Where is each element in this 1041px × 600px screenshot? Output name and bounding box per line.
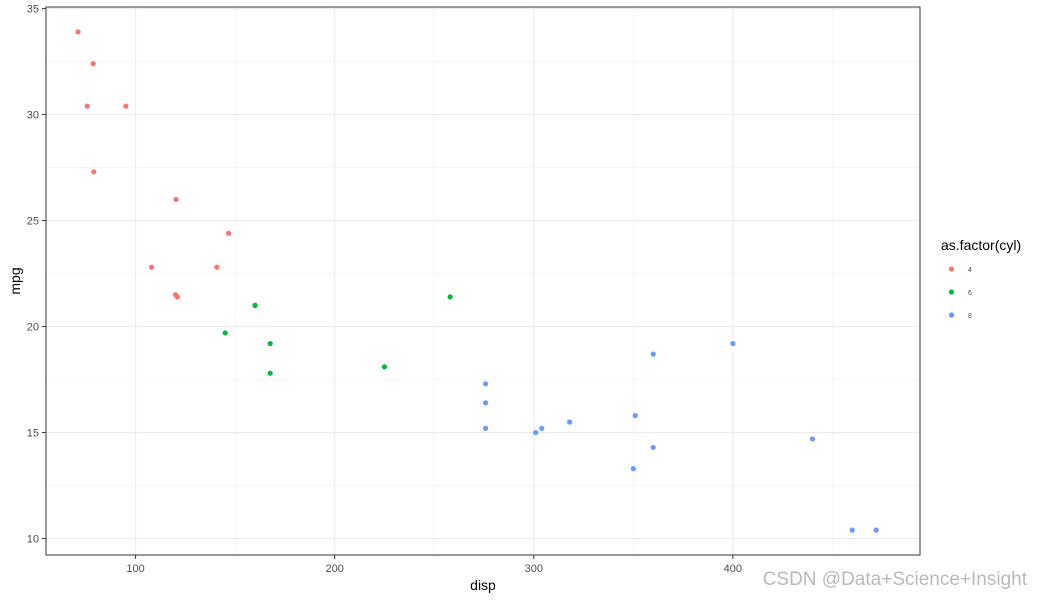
x-tick-label: 100 — [126, 563, 144, 575]
legend-key-8 — [948, 312, 955, 318]
data-point-cyl-4 — [123, 103, 129, 109]
data-point-cyl-6 — [267, 370, 273, 376]
y-tick-label: 15 — [27, 428, 39, 440]
data-point-cyl-4 — [225, 230, 232, 236]
data-point-cyl-4 — [174, 294, 181, 300]
data-point-cyl-4 — [84, 103, 90, 109]
grid-lines — [46, 7, 920, 555]
panel-border — [45, 6, 921, 556]
legend-label-8: 8 — [968, 313, 972, 320]
y-axis-title: mpg — [7, 267, 23, 294]
data-point-cyl-8 — [650, 351, 656, 357]
data-point-cyl-6 — [267, 340, 273, 347]
legend-label-4: 4 — [968, 267, 972, 274]
data-point-cyl-8 — [566, 419, 573, 425]
data-point-cyl-4 — [173, 196, 179, 202]
legend-entries: 4 6 8 — [948, 266, 972, 320]
data-point-cyl-8 — [482, 400, 489, 406]
data-point-cyl-8 — [849, 527, 855, 533]
data-point-cyl-6 — [252, 302, 258, 308]
legend-key-6 — [948, 289, 955, 295]
data-point-cyl-8 — [533, 429, 539, 436]
data-point-cyl-8 — [482, 381, 489, 387]
y-tick-label: 35 — [27, 4, 39, 16]
data-point-cyl-8 — [482, 425, 489, 431]
data-point-cyl-8 — [809, 436, 816, 442]
x-axis-title: disp — [470, 577, 496, 593]
x-tick-label: 300 — [525, 563, 543, 575]
x-tick-label: 400 — [724, 563, 742, 575]
watermark-text: CSDN @Data+Science+Insight — [762, 569, 1027, 590]
data-point-cyl-8 — [650, 444, 656, 451]
data-point-cyl-4 — [148, 264, 155, 270]
y-tick-label: 25 — [27, 216, 39, 228]
data-point-cyl-6 — [447, 294, 453, 300]
legend-title: as.factor(cyl) — [941, 237, 1021, 253]
axis-ticks: 100 200 300 400 10 15 20 25 30 35 — [27, 4, 742, 575]
data-point-cyl-8 — [873, 527, 879, 533]
y-tick-label: 20 — [27, 322, 39, 334]
data-points — [75, 29, 879, 533]
data-point-cyl-8 — [730, 340, 736, 347]
y-tick-label: 10 — [27, 534, 39, 546]
legend-label-6: 6 — [968, 290, 972, 297]
legend-key-4 — [948, 266, 955, 272]
data-point-cyl-8 — [630, 466, 636, 472]
y-tick-label: 30 — [27, 110, 39, 122]
data-point-cyl-6 — [381, 364, 388, 370]
data-point-cyl-4 — [214, 264, 220, 270]
data-point-cyl-8 — [539, 425, 545, 431]
x-tick-label: 200 — [326, 563, 344, 575]
data-point-cyl-4 — [90, 61, 96, 67]
legend: as.factor(cyl) 4 6 8 — [941, 237, 1021, 320]
data-point-cyl-6 — [222, 330, 228, 336]
data-point-cyl-4 — [91, 169, 97, 175]
data-point-cyl-8 — [632, 413, 638, 419]
data-point-cyl-4 — [75, 29, 81, 35]
